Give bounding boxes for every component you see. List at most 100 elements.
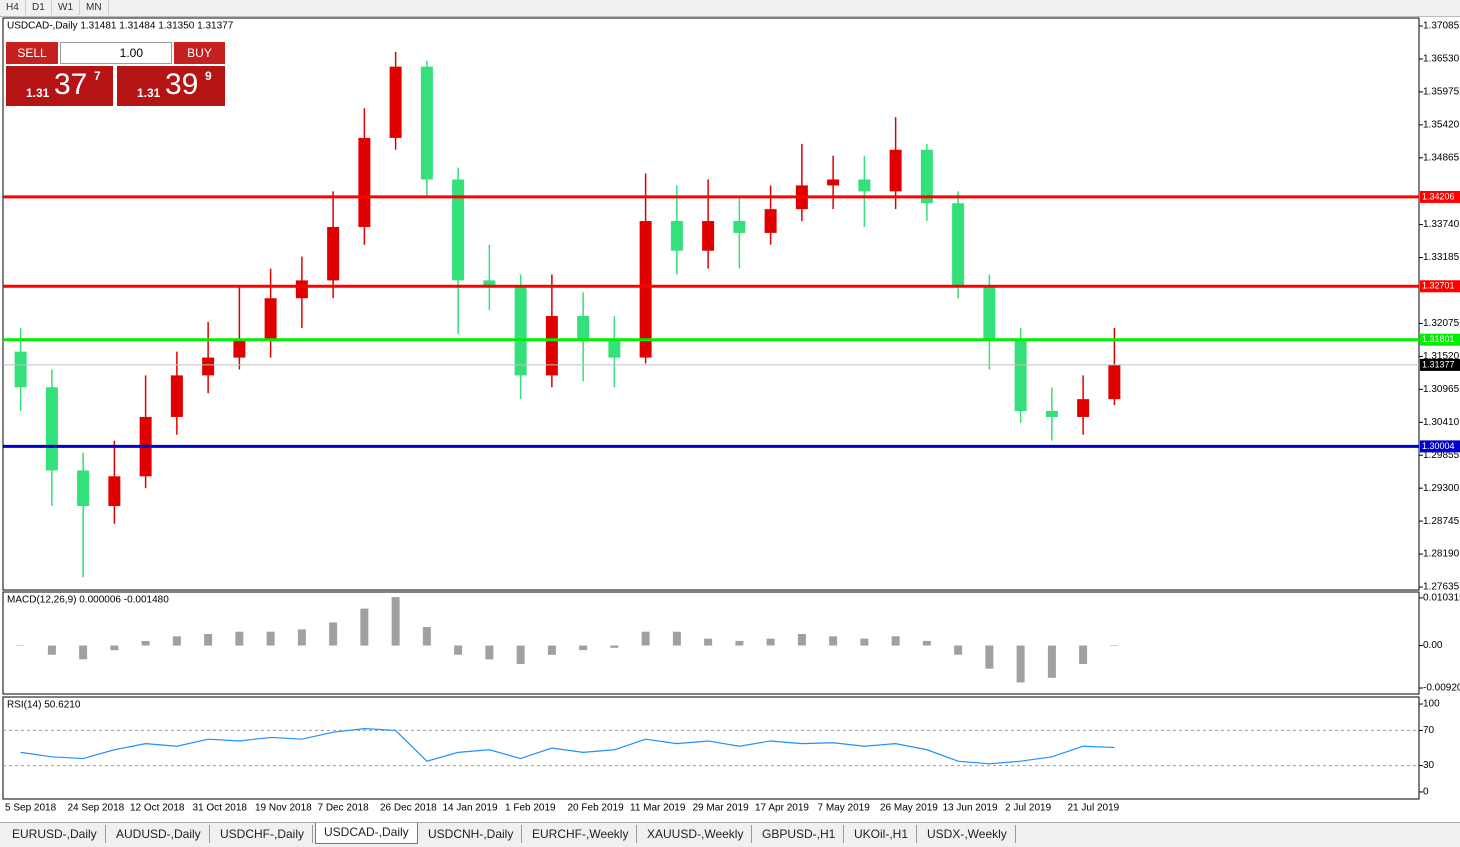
y-tick-label: 70 (1423, 725, 1435, 736)
candle-body (764, 209, 777, 233)
x-tick-label: 26 Dec 2018 (380, 803, 437, 814)
y-tick-label: 1.32075 (1423, 318, 1460, 329)
y-tick-label: 0.010315 (1423, 593, 1460, 604)
macd-bar (172, 636, 181, 646)
macd-bar (391, 597, 400, 646)
symbol-tab[interactable]: USDCHF-,Daily (212, 825, 313, 843)
y-tick-label: 1.37085 (1423, 21, 1460, 32)
ask-small: 9 (205, 69, 212, 83)
bid-small: 7 (94, 69, 101, 83)
x-tick-label: 26 May 2019 (880, 803, 938, 814)
symbol-tab[interactable]: USDX-,Weekly (919, 825, 1016, 843)
pane-frame (2, 696, 1420, 800)
candle-body (639, 221, 652, 358)
macd-bar (110, 645, 119, 651)
macd-bar (485, 645, 494, 660)
candle-body (295, 280, 308, 299)
symbol-tab[interactable]: GBPUSD-,H1 (754, 825, 845, 843)
candle-body (483, 280, 496, 287)
timeframe-button[interactable]: W1 (52, 0, 80, 15)
macd-bar (1110, 645, 1119, 647)
x-tick-label: 21 Jul 2019 (1068, 803, 1120, 814)
candle-body (702, 221, 715, 251)
buy-button[interactable]: BUY (174, 42, 225, 64)
y-tick-label: -0.009203 (1423, 683, 1460, 694)
x-tick-label: 17 Apr 2019 (755, 803, 809, 814)
timeframe-button[interactable]: MN (80, 0, 109, 15)
macd-bar (641, 631, 650, 646)
candle-body (733, 221, 746, 233)
candle-body (514, 286, 527, 376)
y-tick-label: 1.33740 (1423, 219, 1460, 230)
pane-title: RSI(14) 50.6210 (7, 700, 81, 711)
price-label-box (1420, 190, 1460, 203)
candle-body (420, 66, 433, 180)
x-tick-label: 5 Sep 2018 (5, 803, 57, 814)
timeframe-button[interactable]: H4 (0, 0, 26, 15)
timeframe-button[interactable]: D1 (26, 0, 52, 15)
symbol-tab[interactable]: USDCNH-,Daily (420, 825, 523, 843)
macd-bar (891, 636, 900, 646)
symbol-tab[interactable]: AUDUSD-,Daily (108, 825, 210, 843)
macd-bar (47, 645, 56, 655)
x-tick-label: 31 Oct 2018 (193, 803, 248, 814)
candle-body (452, 179, 465, 281)
macd-bar (516, 645, 525, 664)
candle-body (14, 351, 27, 388)
y-tick-label: 1.29300 (1423, 483, 1460, 494)
x-tick-label: 29 Mar 2019 (693, 803, 750, 814)
candle-body (264, 298, 277, 340)
candle-body (358, 137, 371, 227)
ask-price[interactable]: 1.31 39 9 (117, 66, 225, 106)
y-tick-label: 1.35975 (1423, 87, 1460, 98)
macd-bar (922, 640, 931, 646)
y-tick-label: 1.36530 (1423, 54, 1460, 65)
price-label: 1.30004 (1422, 441, 1455, 451)
candle-body (827, 179, 840, 186)
macd-bar (735, 640, 744, 646)
y-tick-label: 0.00 (1423, 640, 1443, 651)
bid-price[interactable]: 1.31 37 7 (6, 66, 113, 106)
symbol-tab[interactable]: EURCHF-,Weekly (524, 825, 638, 843)
macd-bar (1079, 645, 1088, 664)
candle-body (233, 339, 246, 358)
macd-bar (79, 645, 88, 660)
symbol-tab[interactable]: XAUUSD-,Weekly (639, 825, 753, 843)
candle-body (1108, 364, 1121, 400)
macd-bar (579, 645, 588, 651)
symbol-tab[interactable]: UKOil-,H1 (846, 825, 918, 843)
x-tick-label: 13 Jun 2019 (943, 803, 998, 814)
x-tick-label: 1 Feb 2019 (505, 803, 556, 814)
symbol-tab[interactable]: USDCAD-,Daily (315, 823, 418, 844)
macd-bar (297, 629, 306, 646)
macd-bar (829, 636, 838, 646)
y-tick-label: 1.33185 (1423, 252, 1460, 263)
bid-prefix: 1.31 (26, 86, 50, 100)
y-tick-label: 1.34865 (1423, 152, 1460, 163)
price-label-box (1420, 440, 1460, 453)
candle-body (108, 476, 121, 506)
macd-bar (704, 638, 713, 646)
ask-prefix: 1.31 (137, 86, 161, 100)
ask-big: 39 (165, 68, 199, 101)
sell-button[interactable]: SELL (6, 42, 58, 64)
symbol-tab[interactable]: EURUSD-,Daily (4, 825, 106, 843)
trade-panel: SELL 1.00 BUY 1.31 37 7 1.31 39 9 (6, 42, 225, 107)
macd-bar (266, 631, 275, 646)
macd-bar (610, 645, 619, 648)
lot-input[interactable]: 1.00 (60, 42, 172, 64)
candle-body (952, 203, 965, 287)
macd-bar (360, 608, 369, 646)
candle-body (1014, 339, 1027, 412)
candle-body (327, 226, 340, 281)
candle-body (545, 316, 558, 376)
x-tick-label: 14 Jan 2019 (443, 803, 498, 814)
x-tick-label: 20 Feb 2019 (568, 803, 625, 814)
pane-title: MACD(12,26,9) 0.000006 -0.001480 (7, 595, 169, 606)
macd-bar (954, 645, 963, 655)
candle-body (608, 339, 621, 358)
price-label-box (1420, 280, 1460, 293)
macd-bar (672, 631, 681, 646)
macd-bar (454, 645, 463, 655)
price-label: 1.31801 (1422, 334, 1455, 344)
